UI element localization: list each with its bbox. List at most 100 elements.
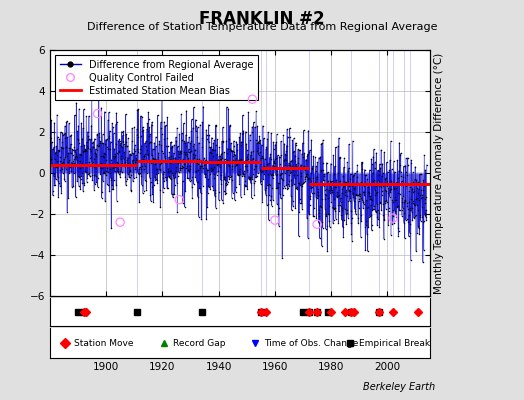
Point (341, 182, 349, 188)
Point (358, 196, 366, 203)
Point (316, 203, 324, 209)
Point (373, 201, 381, 207)
Point (65, 163, 73, 170)
Point (56, 183, 64, 190)
Point (350, 198, 358, 204)
Point (163, 143, 172, 149)
Point (101, 198, 110, 205)
Point (366, 202, 375, 208)
Point (100, 169, 108, 175)
Point (320, 173, 329, 179)
Point (258, 153, 267, 159)
Point (344, 214, 352, 221)
Text: Berkeley Earth: Berkeley Earth (363, 382, 435, 392)
Point (59, 144, 68, 151)
Point (51, 149, 60, 155)
Point (287, 193, 296, 200)
Point (265, 154, 274, 161)
Point (117, 128, 126, 135)
Point (117, 156, 125, 163)
Point (373, 222, 381, 228)
Point (203, 204, 211, 210)
Point (236, 130, 244, 136)
Point (172, 138, 181, 144)
Point (209, 140, 217, 146)
Point (63, 158, 72, 165)
Point (286, 162, 294, 168)
Point (173, 144, 181, 151)
Point (238, 112, 247, 118)
Point (392, 204, 401, 210)
Point (162, 177, 170, 184)
Point (209, 152, 217, 159)
Point (205, 132, 213, 138)
Point (353, 181, 361, 188)
Point (230, 143, 238, 149)
Point (202, 156, 210, 163)
Point (96, 160, 105, 166)
Point (268, 171, 276, 177)
Point (102, 144, 111, 150)
Point (172, 168, 180, 174)
Point (231, 152, 239, 158)
Point (367, 227, 376, 234)
Point (230, 151, 238, 158)
Point (279, 157, 288, 163)
Point (160, 136, 169, 142)
Point (418, 214, 427, 220)
Point (163, 114, 171, 120)
Point (112, 121, 120, 128)
Point (272, 139, 280, 146)
Point (334, 202, 342, 208)
Point (318, 196, 326, 202)
Text: 2000: 2000 (375, 362, 400, 372)
Point (90, 186, 99, 193)
Point (300, 163, 309, 169)
Point (169, 190, 177, 197)
Point (143, 126, 151, 132)
Point (164, 169, 172, 175)
Point (365, 167, 374, 173)
Point (307, 170, 315, 176)
Point (157, 160, 166, 166)
Point (411, 164, 419, 170)
Point (106, 128, 114, 134)
Point (250, 163, 259, 170)
Point (228, 157, 237, 163)
Point (96, 138, 104, 144)
Point (368, 161, 376, 167)
Point (175, 159, 183, 166)
Point (104, 146, 112, 152)
Point (67, 167, 75, 174)
Point (276, 161, 284, 168)
Point (128, 160, 137, 166)
Point (215, 156, 224, 162)
Point (125, 148, 133, 154)
Point (146, 174, 154, 181)
Point (167, 144, 175, 151)
Point (369, 178, 378, 184)
Point (401, 217, 410, 224)
Point (226, 145, 235, 152)
Point (141, 176, 149, 183)
Point (383, 179, 391, 186)
Point (183, 151, 191, 157)
Point (412, 180, 421, 186)
Point (233, 146, 241, 153)
Point (282, 157, 290, 164)
Point (285, 178, 293, 184)
Point (64, 157, 73, 163)
Point (135, 171, 143, 178)
Point (183, 175, 192, 181)
Point (353, 192, 361, 198)
Point (397, 169, 405, 175)
Point (221, 176, 229, 183)
Point (137, 182, 146, 188)
Point (235, 134, 244, 141)
Point (194, 166, 202, 173)
Point (236, 171, 244, 177)
Point (198, 162, 206, 169)
Point (391, 197, 399, 204)
Point (401, 197, 409, 203)
Point (303, 165, 312, 171)
